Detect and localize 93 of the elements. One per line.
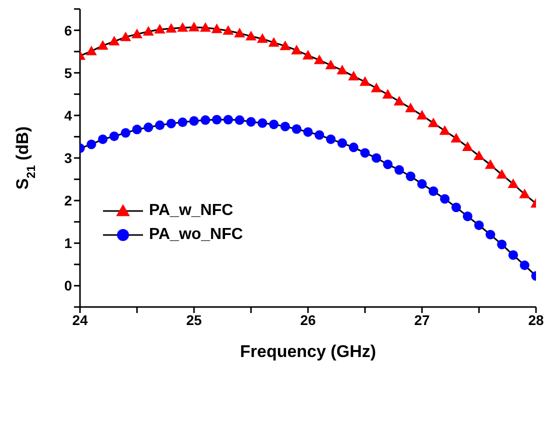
x-tick-label: 24 [72,312,88,328]
point [508,178,519,188]
point [280,122,290,132]
point [166,23,177,33]
point [245,30,257,40]
point [359,76,371,86]
point [246,117,256,127]
point [189,116,199,126]
point [200,115,210,125]
point [394,96,405,106]
point [291,44,302,54]
point [200,22,211,32]
point [234,115,244,125]
point [314,130,324,140]
point [256,33,268,43]
point [258,118,268,128]
point [497,240,507,250]
point [496,169,508,179]
point [337,138,347,148]
x-tick-label: 27 [414,312,430,328]
point [234,28,246,38]
point [428,118,439,128]
y-tick-label: 2 [64,192,72,209]
point [222,25,234,35]
x-tick-label: 25 [186,312,202,328]
point [269,120,279,130]
point [120,128,130,138]
point [97,40,108,50]
y-tick-label: 5 [64,64,72,81]
point [280,40,291,50]
point [154,24,166,34]
point [177,22,188,32]
point [268,37,280,47]
point [166,118,176,128]
point [486,230,496,240]
point [325,60,336,70]
point [450,132,462,142]
point [132,124,142,134]
point [108,36,120,46]
point [120,32,132,42]
point [303,127,313,137]
x-axis-title: Frequency (GHz) [240,342,376,361]
point [178,117,188,128]
point [188,22,200,32]
point [98,134,108,144]
point [109,131,119,142]
point [370,82,382,92]
point [211,23,222,34]
point [302,50,314,60]
point [383,160,393,170]
legend-label: PA_w_NFC [149,202,234,220]
point [451,202,461,212]
point [348,142,358,152]
point [326,134,336,144]
point [336,64,348,74]
point [382,89,394,99]
point [416,110,428,120]
point [508,250,518,260]
point [223,114,233,124]
point [292,124,302,134]
point [360,148,370,158]
point [314,54,325,64]
point [406,172,416,182]
point [86,140,96,150]
point [473,150,485,160]
point [394,165,404,175]
point [155,120,165,130]
point [417,179,427,189]
point [439,125,450,135]
point [142,26,154,36]
point [144,122,154,132]
point [86,46,97,56]
legend-label: PA_wo_NFC [149,226,243,244]
point [519,188,530,198]
point [520,260,530,270]
point [428,186,438,196]
point [474,220,484,230]
y-tick-label: 6 [64,22,72,38]
x-tick-label: 26 [300,312,316,328]
point [348,70,360,80]
point [131,28,143,38]
point [212,114,222,124]
point [372,153,382,163]
y-tick-label: 3 [64,150,72,166]
point [405,102,416,112]
y-tick-label: 4 [64,107,72,124]
point [462,212,472,222]
point [484,159,496,169]
x-tick-label: 28 [528,312,544,328]
point [462,141,474,152]
y-tick-label: 0 [64,278,72,294]
point [440,194,450,204]
y-tick-label: 1 [64,235,72,252]
